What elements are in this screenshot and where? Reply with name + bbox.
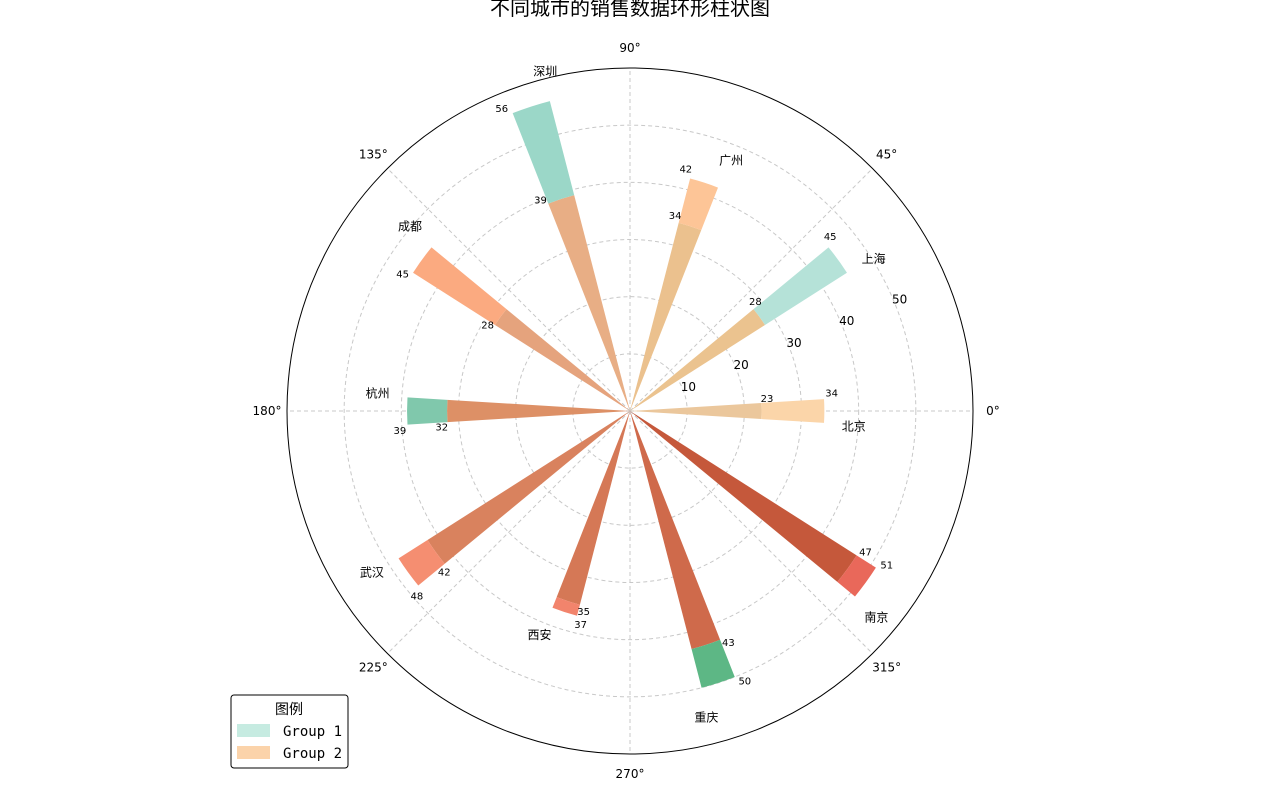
bar-inner [548,195,630,411]
legend-title: 图例 [275,702,303,718]
inner-value-label: 28 [481,320,494,331]
bar-outer [413,247,507,325]
angle-tick-label: 270° [616,767,645,781]
bars-layer [398,101,876,688]
inner-value-label: 34 [669,211,682,222]
angle-tick-label: 180° [253,404,282,418]
bar-inner [630,411,857,582]
angle-tick-label: 315° [872,661,901,675]
radial-tick-label: 20 [734,358,749,372]
outer-value-label: 45 [824,232,837,243]
bar-outer [837,555,876,597]
radial-gridline [400,181,860,641]
bar-inner [630,402,762,420]
bar-outer [398,540,445,586]
angular-gridline [629,410,873,654]
bar-inner [556,411,630,605]
radial-gridline [343,124,917,698]
radial-tick-label: 50 [892,292,907,306]
bar-outer [678,178,718,231]
inner-value-label: 23 [761,394,774,405]
legend-label-group-1: Group 1 [283,724,342,740]
angle-tick-label: 0° [986,404,1000,418]
angular-gridline [387,410,631,654]
angular-gridline [387,168,631,412]
city-label: 北京 [842,420,866,434]
polar-frame [286,67,974,755]
city-label: 杭州 [366,385,390,400]
city-label: 广州 [719,154,743,168]
outer-value-label: 39 [394,426,407,437]
city-label: 重庆 [694,710,718,724]
city-label: 成都 [398,219,422,233]
bar-inner [630,411,721,649]
radial-tick-label: 40 [839,314,854,328]
bar-inner [447,399,630,423]
inner-value-label: 43 [722,638,735,649]
outer-value-label: 37 [574,620,587,631]
inner-value-label: 47 [859,547,872,558]
city-label: 武汉 [360,565,384,579]
legend-swatch-group-2 [237,746,270,759]
bar-inner [630,222,702,411]
inner-value-label: 42 [438,567,451,578]
angle-tick-label: 135° [359,147,388,161]
legend: 图例 Group 1 Group 2 [230,694,349,769]
city-label: 上海 [862,251,886,266]
outer-value-label: 48 [411,591,424,602]
outer-value-label: 45 [396,269,409,280]
city-label: 西安 [528,627,552,642]
radial-tick-label: 10 [681,380,696,394]
inner-value-label: 39 [534,195,547,206]
inner-value-label: 28 [749,297,762,308]
legend-swatch-group-1 [237,724,270,737]
angle-tick-label: 90° [619,41,640,55]
angle-tick-label: 45° [876,147,897,161]
labels-layer: 10 20 30 40 50 23 34 北京 28 45 上海 34 42 广州 39 56 深圳 28 45 成都… [360,64,907,724]
legend-label-group-2: Group 2 [283,746,342,762]
angular-gridline [629,168,873,412]
bar-outer [753,247,847,325]
city-label: 深圳 [533,64,557,78]
outer-value-label: 56 [495,104,508,115]
outer-value-label: 51 [880,560,893,571]
inner-value-label: 32 [435,422,448,433]
bar-outer [512,101,575,204]
angle-tick-label: 225° [359,661,388,675]
radial-tick-label: 30 [786,336,801,350]
bar-outer [761,399,825,423]
bar-outer [552,597,580,616]
bar-outer [407,397,448,425]
bar-inner [427,411,630,564]
chart-title: 不同城市的销售数据环形柱状图 [490,0,770,20]
inner-value-label: 35 [577,607,590,618]
bar-outer [691,639,735,688]
city-label: 南京 [864,610,888,625]
outer-value-label: 50 [738,676,751,687]
bar-inner [495,309,630,411]
outer-value-label: 34 [825,388,838,399]
outer-value-label: 42 [679,164,692,175]
bar-inner [630,309,765,411]
